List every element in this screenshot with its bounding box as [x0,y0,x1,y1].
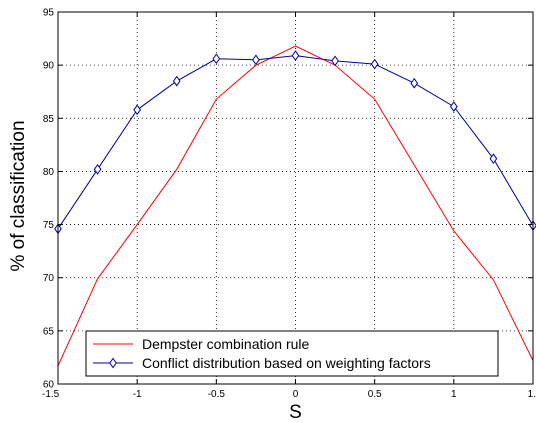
y-axis-title: % of classification [8,120,29,271]
legend-item: Dempster combination rule [93,336,310,352]
x-tick-label: -1.5 [42,389,60,400]
ticks [57,11,534,385]
tick-labels: -1.5 -1 -0.5 0 0.5 1 1. 60 65 70 75 80 85 90 95 [42,8,536,401]
legend-box [85,330,499,377]
legend: Dempster combination rule Conflict distri… [85,330,499,377]
x-tick-label: 1 [451,389,457,400]
series-1 [57,45,534,367]
y-tick-label: 80 [43,167,55,178]
x-axis-title: S [289,402,302,423]
data-point [172,75,181,87]
legend-item: Conflict distribution based on weighting… [93,355,431,371]
data-point [370,58,379,70]
y-tick-label: 85 [43,114,55,125]
grid [58,12,533,384]
legend-label: Dempster combination rule [142,336,310,352]
y-tick-label: 65 [43,326,55,337]
x-tick-label: 0 [293,389,299,400]
series-layer [54,45,536,367]
x-tick-label: -0.5 [208,389,226,400]
data-point [252,54,260,66]
legend-marker [109,357,117,369]
legend-label: Conflict distribution based on weighting… [142,355,431,371]
data-point [449,101,458,112]
x-tick-label: -1 [133,389,142,400]
data-point [93,163,102,175]
data-point [212,53,221,65]
data-point [410,77,419,89]
x-tick-label: 1. [528,389,536,400]
y-tick-label: 95 [43,8,55,19]
x-tick-label: 0.5 [368,389,382,400]
y-tick-label: 70 [43,273,55,284]
y-tick-label: 75 [43,220,55,231]
series-line [57,45,534,367]
data-point [133,104,142,116]
data-point [331,55,339,67]
series-line [57,55,534,230]
series-2 [54,50,536,235]
y-tick-label: 60 [43,380,55,391]
data-point [489,153,498,165]
data-point [291,50,300,61]
y-tick-label: 90 [43,61,55,72]
